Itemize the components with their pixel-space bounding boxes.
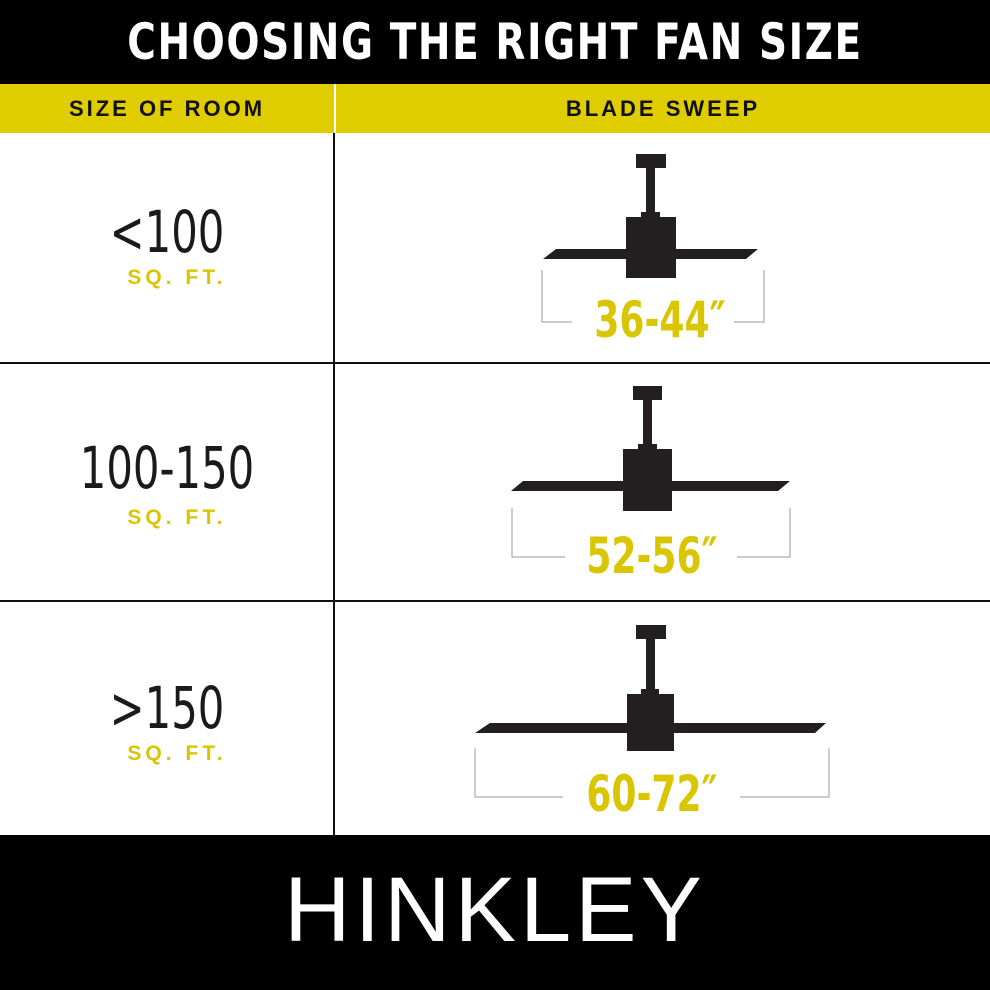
room-size: >150 bbox=[109, 674, 225, 742]
room-size: <100 bbox=[109, 198, 225, 266]
row-divider bbox=[0, 600, 990, 602]
room-unit: SQ. FT. bbox=[127, 506, 227, 529]
title-band bbox=[0, 0, 990, 84]
room-unit: SQ. FT. bbox=[127, 266, 227, 289]
brand-logo: HINKLEY bbox=[284, 859, 706, 961]
blade-sweep-value: 36-44″ bbox=[594, 291, 726, 349]
column-header-bar bbox=[0, 84, 990, 133]
room-size: 100-150 bbox=[79, 434, 255, 502]
footer-band bbox=[0, 835, 990, 990]
blade-sweep-value: 52-56″ bbox=[586, 527, 718, 585]
column-header-sweep: BLADE SWEEP bbox=[565, 96, 761, 121]
column-header-room: SIZE OF ROOM bbox=[68, 96, 266, 121]
header-divider bbox=[334, 84, 336, 133]
page-title: CHOOSING THE RIGHT FAN SIZE bbox=[127, 13, 863, 71]
blade-sweep-value: 60-72″ bbox=[586, 765, 718, 823]
room-unit: SQ. FT. bbox=[127, 742, 227, 765]
column-divider bbox=[333, 133, 335, 835]
row-divider bbox=[0, 362, 990, 364]
